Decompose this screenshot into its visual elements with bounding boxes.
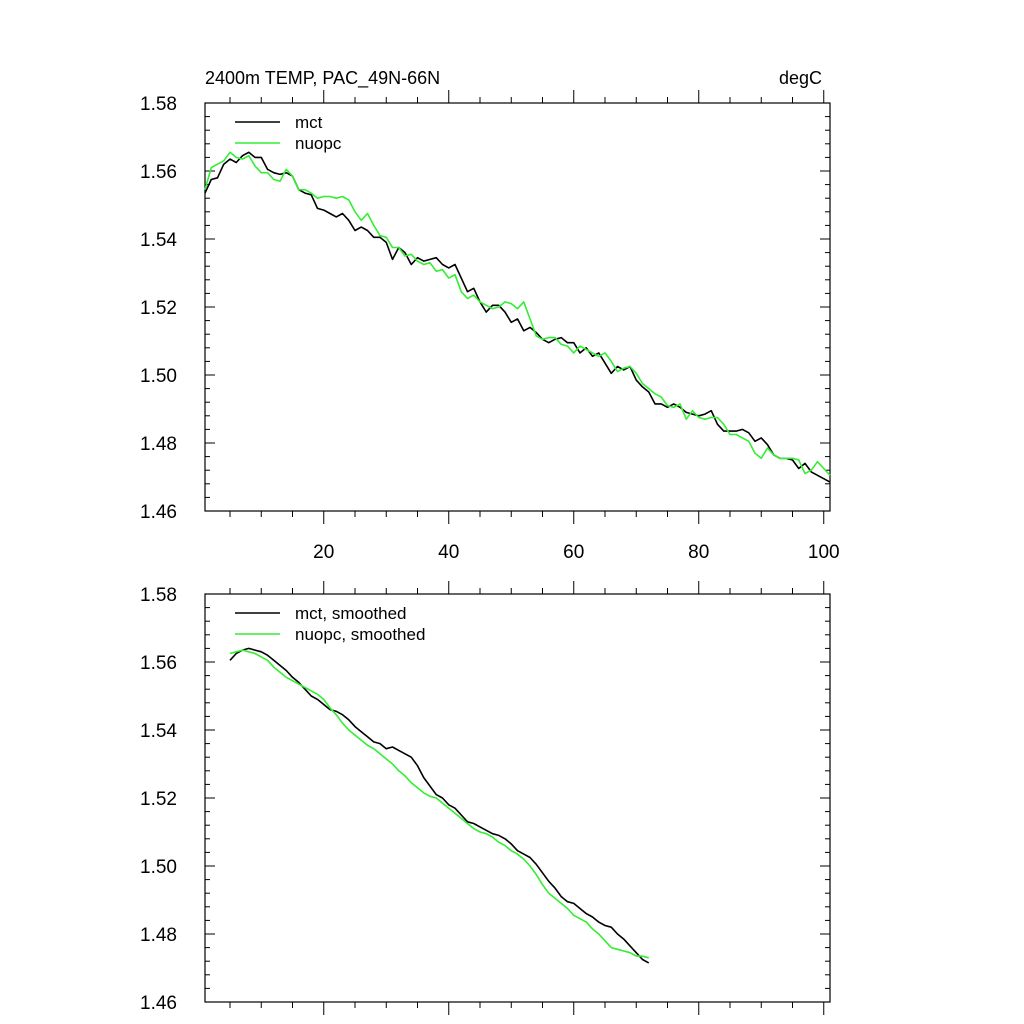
chart-title: 2400m TEMP, PAC_49N-66N xyxy=(205,68,440,89)
x-tick-label: 40 xyxy=(438,542,459,563)
y-tick-label: 1.58 xyxy=(140,585,177,606)
chart-panel-2: 1.46 1.48 1.50 1.52 1.54 1.56 1.58 mct, smoothe… xyxy=(140,581,831,1015)
legend-label: mct, smoothed xyxy=(295,604,407,623)
series-line-nuopc-smoothed xyxy=(229,649,649,959)
y-tick-label: 1.48 xyxy=(140,925,177,946)
y-tick-label: 1.46 xyxy=(140,502,177,523)
y-tick-label: 1.46 xyxy=(140,993,177,1014)
x-tick-label: 80 xyxy=(688,542,709,563)
series-line-mct xyxy=(204,151,831,483)
y-tick-label: 1.50 xyxy=(140,857,177,878)
y-tick-label: 1.52 xyxy=(140,789,177,810)
x-tick-label: 20 xyxy=(313,542,334,563)
x-tick-label: 100 xyxy=(808,542,840,563)
legend-label: mct xyxy=(295,113,323,132)
y-tick-label: 1.48 xyxy=(140,434,177,455)
y-tick-label: 1.56 xyxy=(140,162,177,183)
x-tick-label: 60 xyxy=(563,542,584,563)
plot-frame xyxy=(204,102,831,512)
y-tick-label: 1.58 xyxy=(140,94,177,115)
legend-label: nuopc xyxy=(295,134,342,153)
legend-label: nuopc, smoothed xyxy=(295,625,425,644)
y-tick-label: 1.50 xyxy=(140,366,177,387)
y-tick-label: 1.56 xyxy=(140,653,177,674)
chart-panel-1: 1.46 1.48 1.50 1.52 1.54 1.56 1.58 20 40 60 80 100 m… xyxy=(140,68,840,563)
plot-frame xyxy=(204,593,831,1003)
series-line-nuopc xyxy=(204,151,831,476)
series-line-mct-smoothed xyxy=(229,647,650,964)
units-label: degC xyxy=(779,68,822,88)
y-tick-label: 1.54 xyxy=(140,230,177,251)
y-tick-label: 1.54 xyxy=(140,721,177,742)
y-tick-label: 1.52 xyxy=(140,298,177,319)
